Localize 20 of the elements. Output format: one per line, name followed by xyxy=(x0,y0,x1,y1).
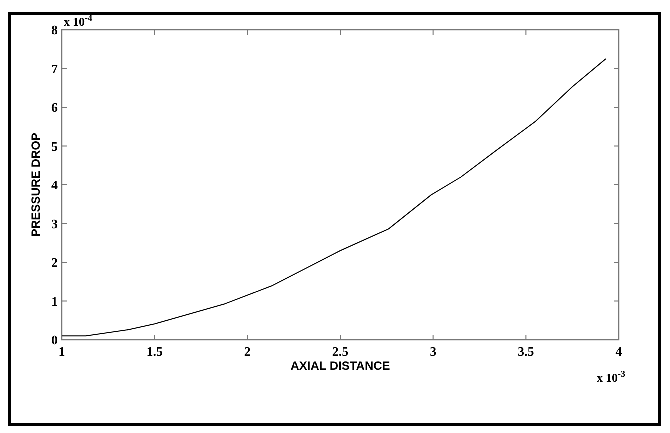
text: x 10$^{-3}$ xyxy=(597,369,626,385)
x-tick-label: 2.5 xyxy=(332,344,350,359)
y-tick-label: 5 xyxy=(52,138,58,154)
x-tick-label: 3.5 xyxy=(518,344,535,359)
text: x 10$^{-4}$ xyxy=(64,13,93,29)
line-series xyxy=(62,58,607,337)
y-tick-label: 2 xyxy=(52,255,58,270)
y-tick-label: 3 xyxy=(52,216,58,232)
y-tick-label: 7 xyxy=(52,61,58,76)
x-tick-label: 2 xyxy=(244,344,251,359)
y-axis-title: PRESSURE DROP xyxy=(29,132,43,238)
x-axis-title: AXIAL DISTANCE xyxy=(290,359,390,373)
y-tick-label: 4 xyxy=(52,178,58,192)
x-tick-label: 4 xyxy=(616,344,623,359)
y-tick-label: 1 xyxy=(52,294,58,309)
y-tick-label: 6 xyxy=(52,100,58,115)
y-tick-label: 0 xyxy=(52,332,58,348)
y-tick-label: 8 xyxy=(52,22,58,38)
x-tick-label: 3 xyxy=(430,344,438,359)
x-tick-label: 1.5 xyxy=(146,344,164,359)
